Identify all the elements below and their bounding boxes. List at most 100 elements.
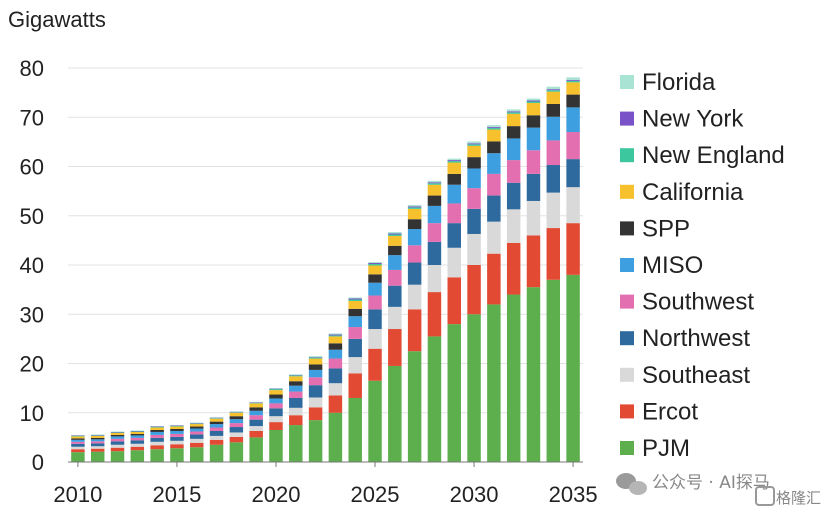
bar-stack-2025 — [368, 262, 382, 462]
bar-segment-spp — [447, 173, 461, 185]
bar-segment-ercot — [71, 449, 85, 453]
bar-segment-northwest — [71, 443, 85, 447]
bar-segment-pjm — [190, 447, 204, 462]
legend-item-new-york: New York — [620, 106, 744, 133]
bar-segment-california — [467, 145, 481, 158]
legend-swatch — [620, 148, 634, 163]
bar-segment-new-york — [506, 111, 521, 113]
logo-text: 格隆汇 — [776, 489, 821, 507]
bar-segment-southeast — [308, 397, 323, 408]
bar-segment-new-england — [269, 389, 283, 391]
bar-segment-miso — [269, 398, 283, 404]
bar-segment-spp — [269, 394, 283, 399]
legend: Florida New York New England California SPP M… — [620, 69, 785, 462]
bar-segment-new-york — [526, 100, 541, 102]
bar-segment-new-york — [388, 233, 402, 235]
bar-segment-spp — [526, 115, 541, 128]
legend-item-florida: Florida — [620, 69, 716, 96]
bar-segment-miso — [209, 424, 224, 428]
legend-label: SPP — [642, 215, 690, 242]
legend-swatch — [620, 441, 634, 455]
bar-segment-ercot — [308, 407, 323, 421]
legend-label: Ercot — [642, 398, 698, 425]
bar-segment-southwest — [209, 427, 224, 431]
bar-stack-2013 — [130, 430, 145, 462]
bar-segment-florida — [388, 232, 402, 234]
bar-segment-southwest — [170, 433, 184, 437]
y-tick-label: 80 — [20, 56, 44, 81]
bar-segment-northwest — [388, 285, 402, 307]
bar-segment-spp — [249, 407, 263, 411]
bar-segment-southeast — [209, 435, 224, 440]
logo-icon: 格隆汇 — [755, 486, 821, 507]
bar-segment-southeast — [487, 221, 501, 254]
bar-segment-miso — [566, 107, 580, 133]
bar-segment-pjm — [289, 425, 303, 462]
bar-segment-northwest — [170, 436, 184, 441]
bar-segment-southwest — [130, 437, 145, 441]
bar-stack-2024 — [348, 297, 362, 462]
bar-segment-ercot — [546, 228, 561, 280]
bar-segment-ercot — [229, 436, 244, 443]
bar-segment-new-england — [467, 144, 481, 146]
bar-segment-spp — [388, 245, 402, 256]
bar-segment-pjm — [170, 448, 184, 462]
bar-segment-ercot — [110, 447, 125, 452]
bar-segment-miso — [348, 316, 362, 328]
bar-segment-california — [566, 82, 580, 95]
bar-segment-northwest — [130, 440, 145, 444]
bar-segment-california — [506, 113, 521, 127]
bar-segment-pjm — [407, 351, 422, 462]
bar-segment-new-england — [447, 161, 461, 163]
bar-segment-ercot — [447, 277, 461, 325]
legend-swatch — [620, 404, 634, 419]
legend-label: Northwest — [642, 325, 750, 352]
bar-segment-miso — [90, 439, 105, 442]
bar-segment-miso — [190, 428, 204, 432]
bar-segment-southeast — [348, 357, 362, 374]
bar-segment-california — [308, 358, 323, 365]
bar-segment-spp — [150, 429, 164, 432]
bar-stack-2014 — [150, 426, 164, 462]
wechat-icon — [616, 473, 647, 495]
bar-segment-northwest — [427, 241, 442, 265]
bar-segment-southwest — [467, 188, 481, 209]
bar-segment-california — [289, 376, 303, 382]
bar-segment-florida — [407, 204, 422, 207]
bar-segment-ercot — [467, 265, 481, 315]
bar-segment-california — [447, 162, 461, 174]
bar-segment-miso — [467, 168, 481, 189]
bar-segment-miso — [308, 369, 323, 378]
bar-segment-miso — [249, 410, 263, 416]
bar-segment-california — [487, 129, 501, 142]
bar-segment-miso — [170, 430, 184, 434]
bar-segment-miso — [289, 385, 303, 392]
bar-segment-pjm — [110, 451, 125, 462]
x-tick-label: 2015 — [152, 482, 201, 507]
bar-segment-new-york — [467, 143, 481, 145]
bar-segment-southeast — [506, 209, 521, 243]
bars — [71, 77, 580, 462]
bar-stack-2019 — [249, 401, 263, 462]
bar-segment-miso — [71, 439, 85, 442]
bar-segment-ercot — [427, 292, 442, 337]
bar-segment-ercot — [209, 439, 224, 445]
bar-segment-pjm — [90, 451, 105, 462]
bar-segment-spp — [427, 195, 442, 206]
bar-segment-northwest — [546, 165, 561, 193]
bar-segment-florida — [546, 86, 561, 90]
bar-segment-southeast — [289, 407, 303, 416]
bar-segment-northwest — [467, 208, 481, 234]
bar-stack-2015 — [170, 425, 184, 462]
bar-segment-ercot — [506, 242, 521, 295]
bar-segment-new-england — [487, 128, 501, 130]
bar-segment-miso — [110, 436, 125, 439]
bar-segment-pjm — [566, 274, 580, 462]
legend-swatch — [620, 75, 634, 89]
bar-segment-spp — [546, 103, 561, 117]
bar-segment-new-england — [368, 264, 382, 266]
bar-segment-miso — [130, 435, 145, 438]
bar-segment-ercot — [90, 448, 105, 452]
bar-segment-pjm — [249, 437, 263, 462]
